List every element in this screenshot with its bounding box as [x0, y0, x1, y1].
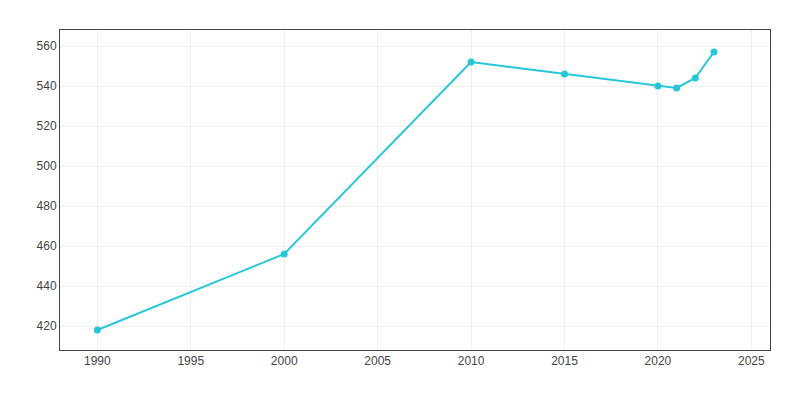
svg-text:1995: 1995: [177, 354, 204, 368]
svg-text:540: 540: [37, 79, 57, 93]
svg-text:2010: 2010: [458, 354, 485, 368]
svg-text:420: 420: [37, 319, 57, 333]
svg-text:1990: 1990: [84, 354, 111, 368]
svg-text:2015: 2015: [551, 354, 578, 368]
svg-text:2000: 2000: [271, 354, 298, 368]
svg-text:520: 520: [37, 119, 57, 133]
svg-text:560: 560: [37, 39, 57, 53]
svg-text:460: 460: [37, 239, 57, 253]
svg-text:2025: 2025: [738, 354, 765, 368]
svg-text:480: 480: [37, 199, 57, 213]
svg-text:500: 500: [37, 159, 57, 173]
svg-text:2005: 2005: [364, 354, 391, 368]
svg-text:2020: 2020: [645, 354, 672, 368]
svg-text:440: 440: [37, 279, 57, 293]
